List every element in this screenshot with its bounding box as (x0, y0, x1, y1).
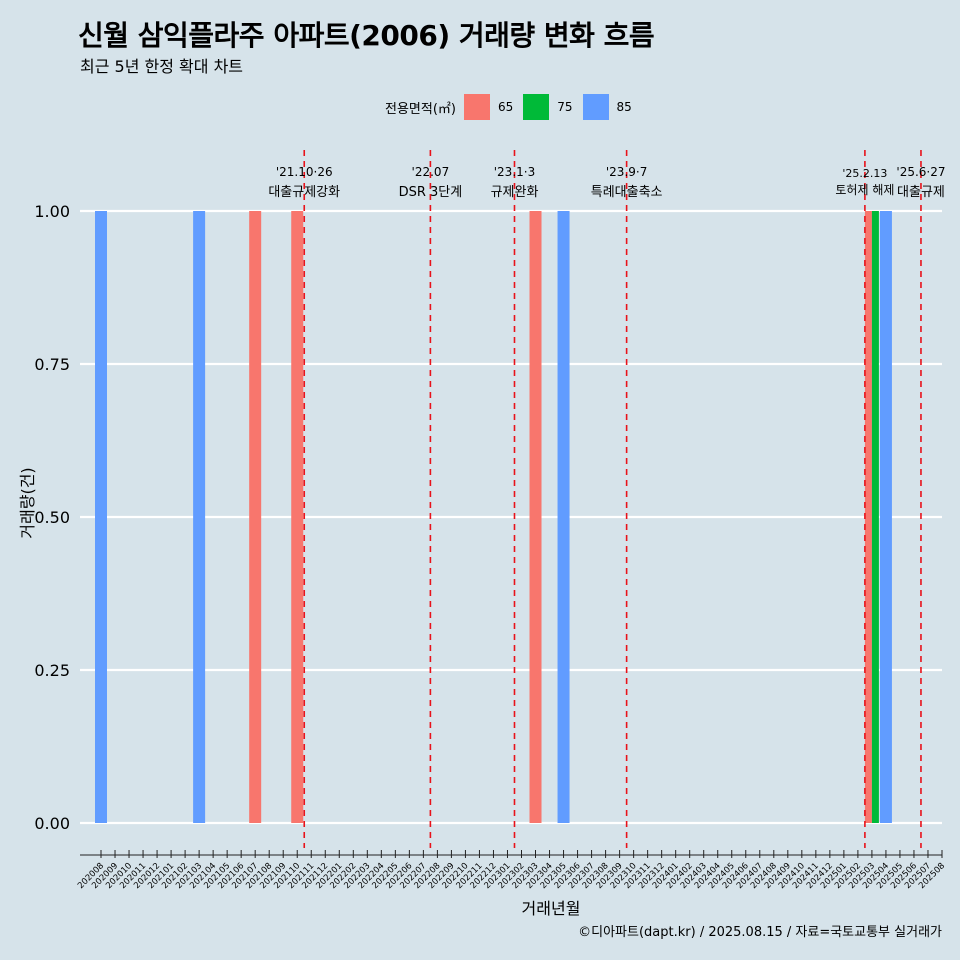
x-axis-title: 거래년월 (522, 899, 581, 918)
bar-75-202503 (871, 211, 879, 823)
event-date-label: '25.6·27 (896, 165, 945, 179)
event-date-label: '23.9·7 (606, 165, 647, 179)
event-label: 대출규제 (897, 185, 945, 200)
legend-label-75: 75 (557, 100, 573, 114)
bar-85-202305 (557, 211, 570, 823)
chart-subtitle: 최근 5년 한정 확대 차트 (80, 57, 244, 76)
legend-item-85: 85 (582, 94, 632, 120)
legend-title: 전용면적(㎡) (385, 101, 456, 117)
legend-key-65 (463, 94, 490, 120)
legend: 전용면적(㎡) 65 75 85 (385, 93, 642, 121)
y-axis-title: 거래량(건) (18, 467, 37, 538)
legend-label-85: 85 (616, 100, 632, 114)
legend-item-75: 75 (523, 94, 573, 120)
bar-65-202107 (249, 211, 262, 823)
event-date-label: '21.10·26 (276, 165, 333, 179)
chart-title: 신월 삼익플라주 아파트(2006) 거래량 변화 흐름 (78, 19, 655, 52)
event-label: 대출규제강화 (268, 185, 340, 200)
bar-85-202504 (879, 211, 892, 823)
event-label: 토허제 해제 (835, 183, 894, 197)
bar-65-202503 (864, 211, 872, 823)
bar-65-202110 (291, 211, 304, 823)
bar-65-202303 (529, 211, 542, 823)
legend-item-65: 65 (463, 94, 514, 120)
bar-85-202103 (193, 211, 206, 823)
legend-key-85 (582, 94, 609, 120)
bar-85-202008 (95, 211, 107, 823)
source-caption: ©디아파트(dapt.kr) / 2025.08.15 / 자료=국토교통부 실… (578, 925, 942, 940)
event-label: DSR 3단계 (399, 185, 463, 200)
y-tick-label: 0.50 (34, 508, 70, 527)
y-tick-label: 0.75 (34, 355, 70, 374)
event-date-label: '23.1·3 (494, 165, 535, 179)
y-tick-label: 0.00 (34, 814, 70, 833)
event-date-label: '22.07 (412, 165, 450, 179)
event-label: 특례대출축소 (591, 185, 663, 200)
legend-label-65: 65 (497, 100, 514, 114)
event-label: 규제완화 (491, 185, 539, 200)
y-tick-label: 0.25 (34, 661, 70, 680)
y-tick-label: 1.00 (34, 202, 70, 221)
event-date-label: '25.2.13 (842, 167, 887, 180)
legend-key-75 (523, 94, 550, 120)
